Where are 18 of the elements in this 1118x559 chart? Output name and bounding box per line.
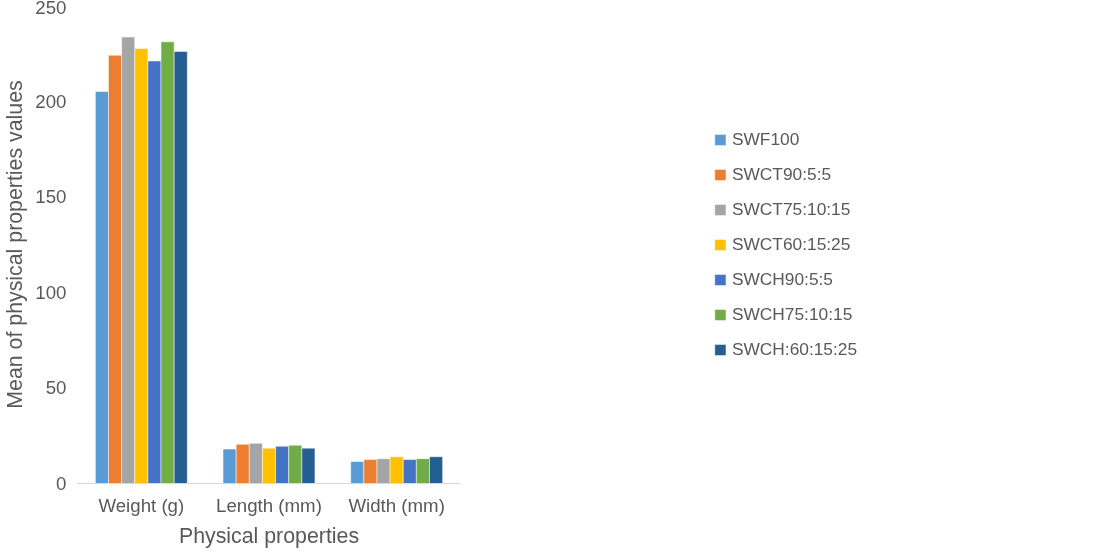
y-axis-title: Mean of physical properties values xyxy=(3,80,28,409)
x-tick-label: Weight (g) xyxy=(98,494,185,516)
legend-label: SWCH:60:15:25 xyxy=(731,338,858,360)
x-axis-title: Physical properties xyxy=(178,523,360,548)
legend-label: SWCT60:15:25 xyxy=(731,233,851,255)
y-tick-label: 250 xyxy=(35,0,67,18)
legend-label: SWCT90:5:5 xyxy=(731,163,832,185)
y-tick-label: 0 xyxy=(56,473,67,494)
y-tick-label: 150 xyxy=(35,186,67,208)
y-tick-label: 50 xyxy=(45,377,67,399)
y-tick-label: 200 xyxy=(35,90,67,112)
legend-label: SWCH75:10:15 xyxy=(731,303,853,325)
x-tick-label: Length (mm) xyxy=(216,494,322,516)
x-tick-label: Width (mm) xyxy=(348,494,445,516)
legend-label: SWCT75:10:15 xyxy=(731,198,851,220)
legend-label: SWCH90:5:5 xyxy=(731,268,834,290)
y-tick-label: 100 xyxy=(35,281,67,303)
legend-label: SWF100 xyxy=(731,128,800,150)
